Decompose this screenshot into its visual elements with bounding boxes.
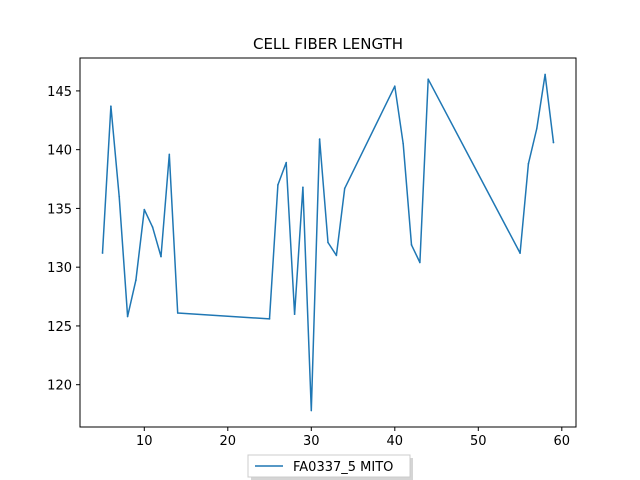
- y-tick-label: 145: [47, 85, 72, 100]
- plot-area: [79, 57, 577, 428]
- y-tick-label: 135: [47, 202, 72, 217]
- x-tick-label: 10: [136, 434, 153, 449]
- data-point: [318, 138, 321, 140]
- y-tick-label: 130: [47, 261, 72, 276]
- y-tick-label: 120: [47, 379, 72, 394]
- series-line-0: [101, 73, 555, 412]
- x-tick-label: 30: [303, 434, 320, 449]
- data-point: [285, 161, 288, 164]
- y-axis: 120 125 130 135 140 145: [47, 85, 80, 394]
- data-point: [143, 208, 146, 211]
- chart-title: CELL FIBER LENGTH: [253, 35, 403, 53]
- data-point: [394, 85, 396, 88]
- data-point: [310, 409, 313, 412]
- data-point: [527, 162, 530, 165]
- data-point: [335, 254, 338, 257]
- data-point: [176, 312, 179, 314]
- x-tick-label: 20: [220, 434, 237, 449]
- data-point: [160, 255, 162, 258]
- x-tick-label: 60: [554, 434, 571, 449]
- data-point: [168, 153, 171, 156]
- y-tick-label: 125: [47, 320, 72, 335]
- data-point: [402, 142, 404, 145]
- data-point: [293, 313, 296, 315]
- data-point: [343, 187, 346, 190]
- data-point: [268, 318, 271, 320]
- data-point: [410, 244, 413, 246]
- data-point: [101, 252, 104, 254]
- x-axis: 10 20 30 40 50 60: [136, 427, 570, 449]
- x-tick-label: 50: [470, 434, 487, 449]
- data-point: [419, 261, 421, 264]
- data-point: [110, 105, 112, 107]
- legend-box: [247, 454, 411, 478]
- data-point: [535, 127, 538, 130]
- legend: FA0337_5 MITO: [247, 454, 413, 480]
- data-point: [126, 315, 129, 318]
- data-point: [151, 226, 154, 229]
- data-point: [544, 73, 546, 76]
- x-tick-label: 40: [387, 434, 404, 449]
- data-point: [302, 186, 304, 189]
- data-point: [427, 78, 430, 80]
- data-point: [519, 252, 521, 254]
- y-tick-label: 140: [47, 144, 72, 159]
- data-point: [135, 279, 137, 281]
- data-point: [277, 184, 279, 186]
- data-point: [552, 141, 555, 144]
- axes-frame: [79, 57, 577, 428]
- data-point: [327, 241, 329, 244]
- data-point: [118, 195, 121, 198]
- legend-entry-label: FA0337_5 MITO: [293, 460, 393, 475]
